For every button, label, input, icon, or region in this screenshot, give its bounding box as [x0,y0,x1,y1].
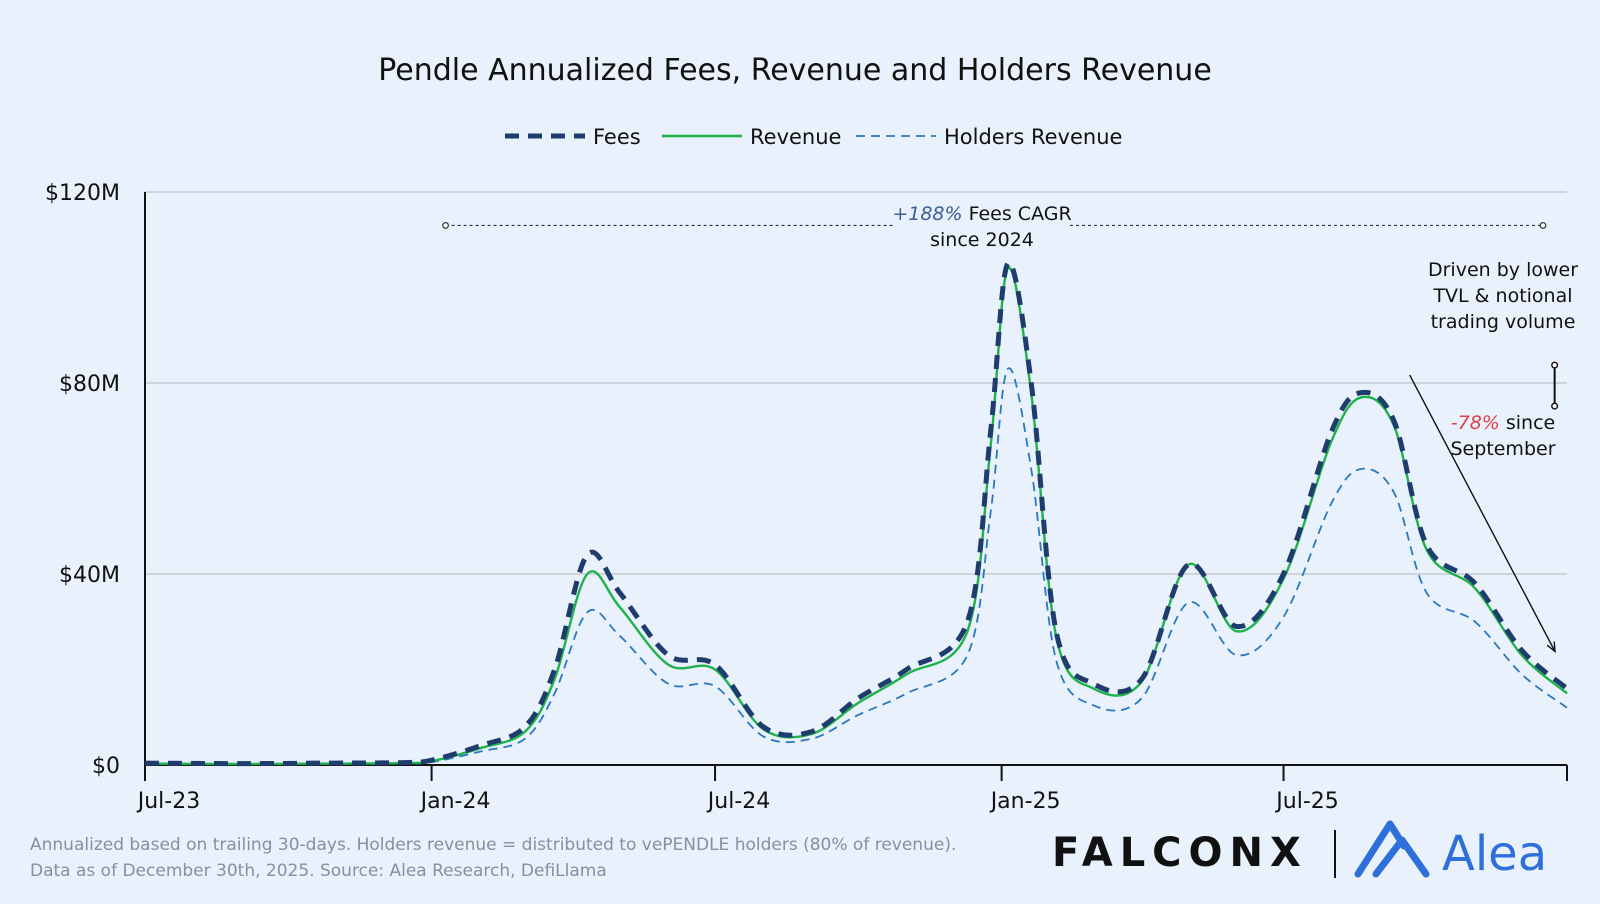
x-tick-label: Jul-25 [1274,789,1338,814]
series-layer [144,260,1569,767]
cagr-bracket-start-marker [442,222,449,229]
alea-logo-mark-icon-2 [1372,836,1430,878]
logo-divider [1334,830,1336,878]
footnote-line-2: Data as of December 30th, 2025. Source: … [30,861,607,881]
legend-label-fees: Fees [593,125,641,149]
decline-label-line-2: September [1450,438,1555,460]
decline-arrow-line [1409,374,1556,652]
x-tick-label: Jan-25 [989,789,1061,814]
cagr-value: +188% [892,203,962,225]
y-tick-label: $40M [59,563,120,588]
y-tick-label: $0 [92,754,120,779]
gridlines [145,191,1567,575]
cagr-label-line-2: since 2024 [930,229,1034,251]
alea-logo: Alea [1354,820,1547,880]
series-line-fees [144,260,1569,767]
y-tick-label: $80M [59,372,120,397]
series-line-revenue [144,266,1568,766]
x-tick-label: Jan-24 [419,789,491,814]
cagr-bracket-end-marker [1539,222,1547,229]
decline-arrow-head-icon [1546,641,1556,654]
legend-label-revenue: Revenue [750,125,841,149]
footnote: Annualized based on trailing 30-days. Ho… [30,832,956,884]
alea-wordmark: Alea [1442,826,1547,880]
driver-connector-bottom-marker [1551,402,1559,410]
series-line-holders-revenue [145,367,1568,765]
annotations: +188% Fees CAGR since 2024 Driven by lower… [442,203,1578,654]
axes: $0 $40M $80M $120M Jul-23 Jan-24 Jul-24 Jan-25 J… [45,181,1568,814]
driver-connector-top-marker [1551,361,1559,369]
driver-note-line-2: TVL & notional [1432,285,1572,307]
decline-label-text: since [1500,412,1555,434]
cagr-label-line-1: +188% Fees CAGR [892,203,1071,225]
cagr-label-text: Fees CAGR [963,203,1072,225]
x-tick-label: Jul-24 [706,789,770,814]
logos: FALCONX Alea [1052,820,1572,880]
falconx-logo: FALCONX [1052,830,1308,876]
decline-label-line-1: -78% since [1451,412,1556,434]
footnote-line-1: Annualized based on trailing 30-days. Ho… [30,835,957,855]
x-tick-label: Jul-23 [136,789,200,814]
decline-value: -78% [1451,412,1500,434]
driver-note-line-1: Driven by lower [1428,259,1578,281]
legend: Fees Revenue Holders Revenue [505,125,1122,149]
driver-note-line-3: trading volume [1431,311,1576,333]
legend-label-holders-revenue: Holders Revenue [944,125,1122,149]
chart-title: Pendle Annualized Fees, Revenue and Hold… [378,53,1212,88]
y-tick-label: $120M [45,181,120,206]
